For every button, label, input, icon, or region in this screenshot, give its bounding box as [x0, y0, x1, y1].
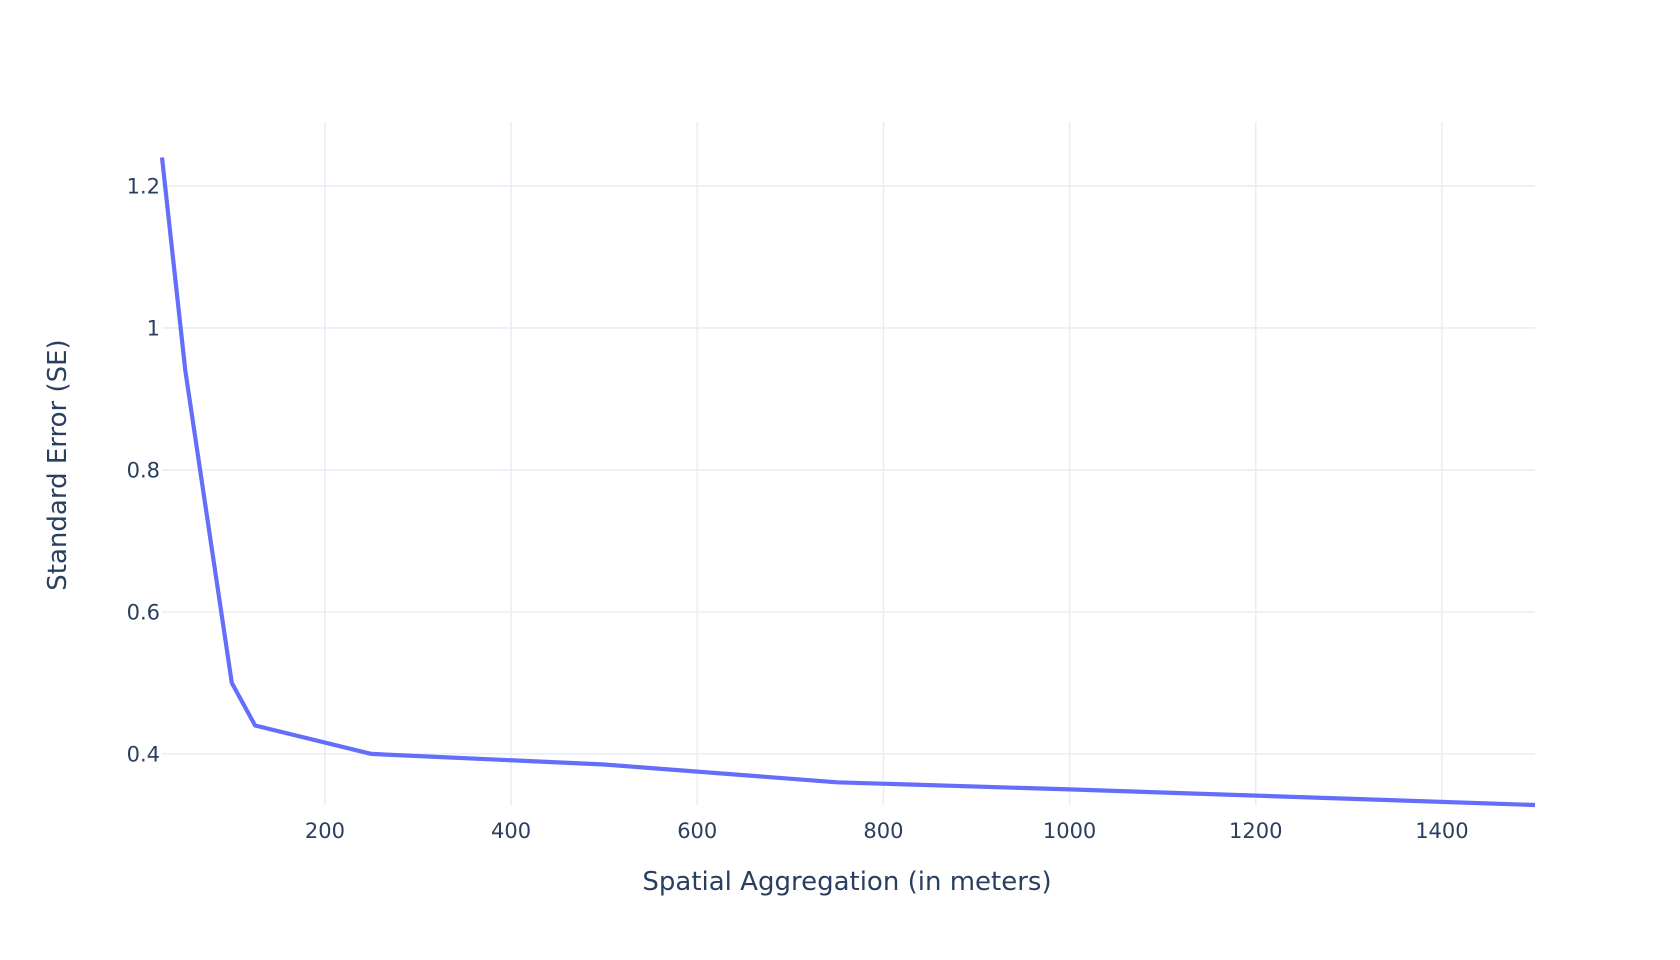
x-axis-title: Spatial Aggregation (in meters)	[642, 867, 1051, 897]
y-axis-title: Standard Error (SE)	[43, 339, 73, 590]
y-tick-label: 0.8	[127, 458, 160, 482]
x-gridlines	[324, 122, 1443, 805]
x-tick-label: 1200	[1229, 819, 1282, 843]
x-tick-label: 1400	[1415, 819, 1468, 843]
y-tick-label: 0.4	[127, 742, 160, 766]
x-tick-label: 200	[305, 819, 345, 843]
y-gridlines	[162, 185, 1535, 755]
y-tick-label: 1.2	[127, 174, 160, 198]
x-tick-label: 800	[863, 819, 903, 843]
y-tick-label: 0.6	[127, 600, 160, 624]
x-tick-label: 1000	[1043, 819, 1096, 843]
x-tick-labels: 200 400 600 800 1000 1200 1400	[305, 819, 1469, 843]
y-tick-label: 1	[147, 316, 160, 340]
y-tick-labels: 0.4 0.6 0.8 1 1.2	[127, 174, 160, 766]
series-layer	[159, 157, 1536, 808]
x-tick-label: 600	[677, 819, 717, 843]
series-line	[159, 157, 1536, 808]
x-tick-label: 400	[491, 819, 531, 843]
